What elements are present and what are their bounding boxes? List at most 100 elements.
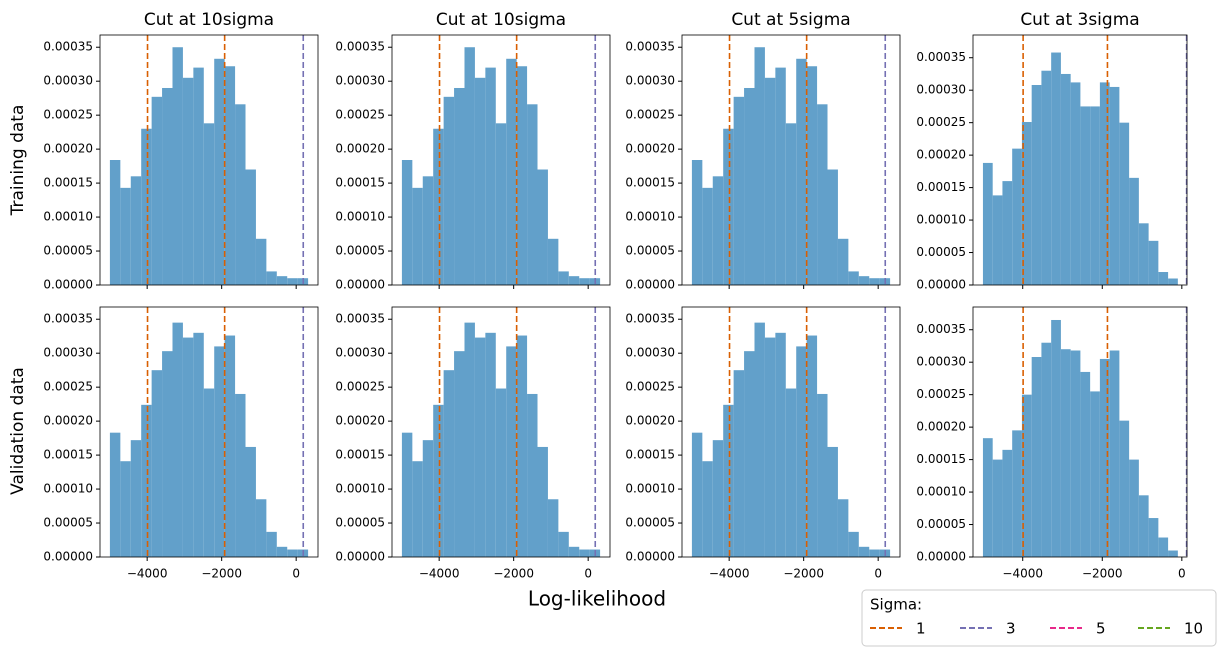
y-tick-label: 0.00015 <box>916 180 966 194</box>
y-tick-label: 0.00010 <box>335 210 385 224</box>
row-label: Training data <box>8 105 28 217</box>
bar <box>120 461 131 557</box>
bar <box>245 446 256 557</box>
bar <box>401 432 413 557</box>
bar <box>1109 350 1120 557</box>
y-tick-label: 0.00025 <box>335 380 385 394</box>
bar <box>141 404 152 557</box>
bar <box>1099 358 1110 557</box>
legend-label: 1 <box>916 620 926 638</box>
bar <box>1021 394 1032 557</box>
y-tick-label: 0.00005 <box>916 517 966 531</box>
bar <box>266 271 277 285</box>
bar <box>454 351 465 557</box>
bar <box>1158 272 1169 285</box>
y-tick-label: 0.00035 <box>335 312 385 326</box>
bar <box>506 58 517 285</box>
y-tick-label: 0.00035 <box>43 40 93 54</box>
y-tick-label: 0.00000 <box>625 278 675 292</box>
bar <box>1109 86 1120 285</box>
bar <box>172 47 183 286</box>
y-tick-label: 0.00025 <box>335 108 385 122</box>
bar <box>992 195 1003 285</box>
axes-frame <box>391 306 611 558</box>
legend-label: 3 <box>1006 620 1016 638</box>
bar <box>1168 278 1178 285</box>
y-tick-label: 0.00035 <box>625 40 675 54</box>
y-tick-label: 0.00005 <box>335 516 385 530</box>
y-tick-label: 0.00005 <box>43 516 93 530</box>
y-tick-label: 0.00010 <box>625 482 675 496</box>
bar <box>151 370 163 557</box>
bar <box>485 332 496 557</box>
bar <box>214 58 225 285</box>
y-tick-label: 0.00020 <box>43 142 93 156</box>
y-tick-label: 0.00010 <box>916 213 966 227</box>
y-tick-label: 0.00025 <box>916 115 966 129</box>
row-label: Validation data <box>8 367 28 495</box>
bar <box>848 271 859 285</box>
bar <box>775 67 786 285</box>
y-tick-label: 0.00000 <box>625 550 675 564</box>
bar <box>568 276 580 285</box>
bar <box>495 123 507 285</box>
bar <box>827 446 838 557</box>
y-tick-label: 0.00000 <box>43 550 93 564</box>
bar <box>516 66 528 285</box>
bar <box>287 278 298 285</box>
bar <box>224 335 236 557</box>
x-tick-label: −2000 <box>1082 567 1123 581</box>
bar <box>848 531 859 557</box>
y-tick-label: 0.00015 <box>43 448 93 462</box>
y-tick-label: 0.00005 <box>625 516 675 530</box>
bar <box>182 77 194 285</box>
bar <box>796 58 807 285</box>
bar <box>702 461 713 557</box>
bar <box>516 335 528 557</box>
x-tick-label: −2000 <box>201 567 242 581</box>
bar <box>568 546 580 557</box>
bar <box>827 169 838 285</box>
axes-frame <box>972 34 1188 286</box>
bar <box>1099 82 1110 286</box>
chart-title: Cut at 10sigma <box>144 10 274 30</box>
y-tick-label: 0.00005 <box>625 244 675 258</box>
bar <box>537 446 548 557</box>
y-tick-label: 0.00035 <box>916 322 966 336</box>
legend-label: 5 <box>1096 620 1106 638</box>
bar <box>1158 537 1169 557</box>
bar <box>1051 319 1061 557</box>
y-tick-label: 0.00000 <box>43 278 93 292</box>
bar <box>1021 122 1032 285</box>
y-tick-label: 0.00025 <box>43 380 93 394</box>
x-tick-label: −4000 <box>419 567 460 581</box>
axes-frame <box>681 306 901 558</box>
bar <box>1129 459 1139 557</box>
chart-title: Cut at 5sigma <box>731 10 850 30</box>
y-tick-label: 0.00020 <box>625 142 675 156</box>
bar <box>817 104 828 285</box>
bar <box>443 96 455 286</box>
bar <box>1080 106 1091 285</box>
axes-frame <box>681 34 901 286</box>
bar <box>130 440 142 557</box>
bar <box>837 499 849 557</box>
x-tick-label: −2000 <box>783 567 824 581</box>
bar <box>193 67 204 285</box>
bar <box>806 66 818 285</box>
bar <box>1041 70 1052 285</box>
bar <box>266 531 277 557</box>
y-tick-label: 0.00015 <box>335 176 385 190</box>
y-tick-label: 0.00025 <box>625 108 675 122</box>
bar <box>1012 148 1022 285</box>
bar <box>702 187 713 285</box>
bar <box>454 87 465 285</box>
bar <box>527 393 538 557</box>
bar <box>858 546 870 557</box>
y-tick-label: 0.00015 <box>625 176 675 190</box>
bar <box>162 87 173 285</box>
y-tick-label: 0.00025 <box>916 387 966 401</box>
bar <box>141 128 152 285</box>
bar <box>764 337 776 557</box>
